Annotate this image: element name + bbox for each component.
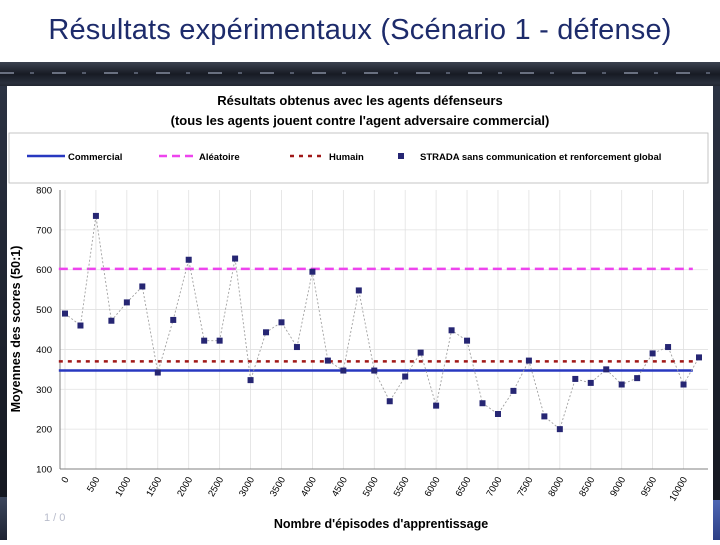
strada-point (494, 410, 501, 417)
strada-point (293, 344, 300, 351)
legend-box (8, 132, 709, 184)
y-tick-label: 600 (36, 265, 52, 276)
strada-point (185, 256, 192, 263)
strada-point (247, 377, 254, 384)
strada-point (216, 337, 223, 344)
chart-svg: Résultats obtenus avec les agents défens… (7, 86, 713, 540)
x-tick-label: 0 (59, 475, 71, 485)
strada-point (62, 310, 68, 317)
y-tick-label: 300 (36, 385, 52, 396)
strada-point (340, 367, 347, 374)
y-tick-label: 700 (36, 225, 52, 236)
strada-point (618, 381, 625, 388)
strada-point (464, 337, 471, 344)
strada-point (201, 337, 208, 344)
slide-title: Résultats expérimentaux (Scénario 1 - dé… (48, 14, 672, 46)
plot-background (60, 190, 708, 469)
x-axis-label: Nombre d'épisodes d'apprentissage (274, 517, 488, 531)
strada-series (62, 212, 702, 433)
y-tick-label: 200 (36, 425, 52, 436)
strada-point (417, 349, 424, 356)
strada-point (433, 402, 440, 409)
chart-title: Résultats obtenus avec les agents défens… (217, 93, 502, 108)
y-tick-label: 800 (36, 186, 52, 197)
y-axis-label: Moyennes des scores (50:1) (9, 246, 23, 413)
strada-point (402, 373, 409, 380)
y-tick-label: 100 (36, 465, 52, 476)
frame-left (0, 86, 7, 540)
strada-point (556, 426, 563, 433)
strada-point (525, 357, 532, 364)
strada-point (309, 268, 316, 275)
strada-point (448, 327, 455, 334)
strada-point (108, 317, 115, 324)
strada-point (77, 322, 84, 329)
strada-point (572, 375, 579, 382)
chart-panel: Résultats obtenus avec les agents défens… (7, 86, 713, 540)
strada-point (510, 387, 517, 394)
gridlines (60, 190, 708, 469)
legend-label-commercial: Commercial (68, 152, 122, 163)
frame-right (713, 86, 720, 540)
strada-point (232, 255, 239, 262)
strada-point (263, 329, 270, 336)
strada-point (139, 283, 146, 290)
y-tick-label: 400 (36, 345, 52, 356)
strada-point (371, 367, 378, 374)
strada-point (170, 316, 177, 323)
strada-point (386, 398, 393, 405)
strada-point (278, 319, 285, 326)
y-tick-label: 500 (36, 305, 52, 316)
axes (59, 190, 708, 470)
legend-swatch-strada (398, 153, 404, 159)
slide-number: 1 / 0 (44, 512, 66, 524)
strada-point (634, 375, 641, 382)
strada-point (355, 287, 362, 294)
legend-label-humain: Humain (329, 152, 364, 163)
plot-area (60, 190, 708, 469)
strada-point (680, 381, 687, 388)
strada-point (123, 299, 130, 306)
strada-point (541, 413, 548, 420)
y-tick-labels: 100 200 300 400 500 600 700 800 (36, 186, 52, 476)
strada-point (649, 350, 656, 357)
strada-point (696, 354, 702, 361)
strada-point (154, 369, 161, 376)
legend-label-aleatoire: Aléatoire (199, 152, 240, 163)
chart-subtitle: (tous les agents jouent contre l'agent a… (171, 113, 550, 128)
strada-point (603, 366, 610, 373)
legend-label-strada: STRADA sans communication et renforcemen… (420, 152, 661, 163)
strada-point (479, 400, 486, 407)
strada-point (324, 357, 331, 364)
strada-point (665, 344, 672, 351)
strada-point (92, 212, 99, 219)
strada-point (587, 379, 594, 386)
